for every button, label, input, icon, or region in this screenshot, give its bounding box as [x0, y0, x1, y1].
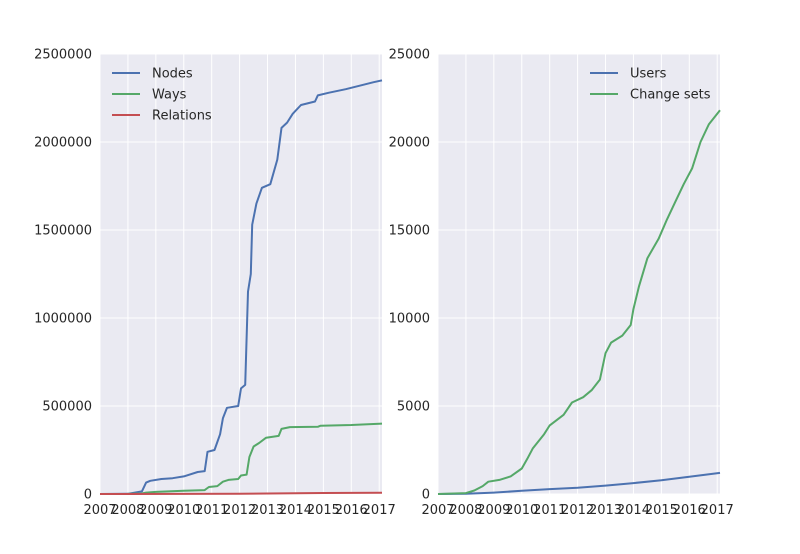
right-x-tick-label: 2012: [561, 503, 594, 518]
right-series-change-sets-line: [437, 109, 721, 495]
right-y-tick-label: 5000: [397, 400, 430, 415]
left-series-nodes-line: [99, 79, 383, 495]
right-y-tick-label: 10000: [389, 312, 430, 327]
left-plot-area: [100, 54, 382, 494]
right-x-tick-label: 2017: [701, 503, 734, 518]
left-legend: Nodes Ways Relations: [112, 67, 212, 124]
right-x-tick-label: 2009: [477, 503, 510, 518]
left-y-tick-label: 500000: [42, 400, 92, 415]
left-x-tick-label: 2013: [251, 503, 284, 518]
left-y-tick-label: 0: [84, 488, 92, 503]
right-x-tick-label: 2013: [589, 503, 622, 518]
left-y-tick-label: 2000000: [34, 136, 92, 151]
legend-label-users: Users: [630, 67, 667, 82]
left-y-tick-label: 1000000: [34, 312, 92, 327]
left-series-relations-line: [99, 491, 383, 495]
left-x-tick-label: 2014: [279, 503, 312, 518]
left-series-ways-line: [99, 422, 383, 495]
left-chart-panel: 2007200820092010201120122013201420152016…: [34, 48, 396, 519]
right-x-tick-label: 2016: [673, 503, 706, 518]
right-series-users-line: [437, 471, 721, 495]
right-y-tick-label: 15000: [389, 224, 430, 239]
left-x-tick-label: 2015: [307, 503, 340, 518]
left-x-tick-label: 2012: [223, 503, 256, 518]
left-x-tick-label: 2010: [167, 503, 200, 518]
left-x-tick-label: 2007: [83, 503, 116, 518]
legend-label-relations: Relations: [152, 109, 212, 124]
right-x-tick-label: 2007: [421, 503, 454, 518]
right-y-tick-label: 25000: [389, 48, 430, 63]
right-y-tick-label: 0: [422, 488, 430, 503]
left-y-tick-label: 1500000: [34, 224, 92, 239]
right-x-tick-label: 2015: [645, 503, 678, 518]
left-x-tick-label: 2017: [363, 503, 396, 518]
left-y-tick-label: 2500000: [34, 48, 92, 63]
legend-label-nodes: Nodes: [152, 67, 193, 82]
right-y-tick-label: 20000: [389, 136, 430, 151]
left-x-tick-label: 2016: [335, 503, 368, 518]
right-x-tick-label: 2014: [617, 503, 650, 518]
legend-label-change-sets: Change sets: [630, 88, 711, 103]
right-legend: Users Change sets: [590, 67, 711, 103]
right-plot-area: [438, 54, 720, 494]
right-x-tick-label: 2010: [505, 503, 538, 518]
left-x-tick-label: 2011: [195, 503, 228, 518]
right-chart-panel: 2007200820092010201120122013201420152016…: [389, 48, 734, 519]
right-x-tick-label: 2008: [449, 503, 482, 518]
right-x-tick-label: 2011: [533, 503, 566, 518]
left-x-tick-label: 2008: [111, 503, 144, 518]
left-x-tick-label: 2009: [139, 503, 172, 518]
legend-label-ways: Ways: [152, 88, 187, 103]
